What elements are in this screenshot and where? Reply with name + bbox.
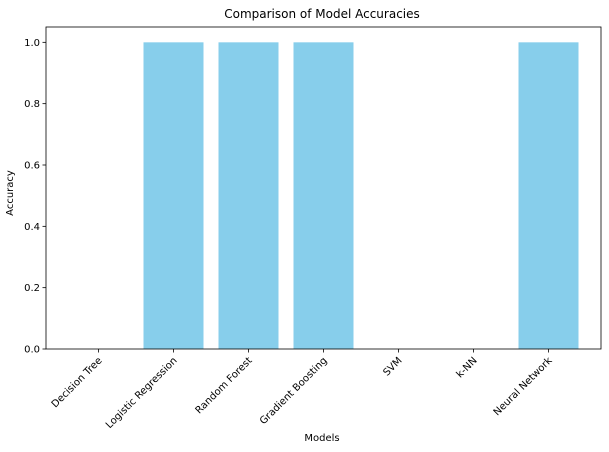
x-tick-label: k-NN bbox=[455, 355, 480, 380]
x-tick-label: Neural Network bbox=[492, 355, 555, 418]
x-axis-label: Models bbox=[304, 433, 339, 444]
bar bbox=[518, 42, 579, 349]
y-tick-label: 0.0 bbox=[24, 345, 40, 356]
chart-title: Comparison of Model Accuracies bbox=[224, 7, 420, 21]
bar bbox=[218, 42, 279, 349]
y-tick-label: 0.6 bbox=[24, 161, 40, 172]
y-tick-label: 1.0 bbox=[24, 38, 40, 49]
y-tick-label: 0.2 bbox=[24, 283, 40, 294]
x-tick-label: Logistic Regression bbox=[104, 355, 180, 431]
bar bbox=[143, 42, 204, 349]
bar bbox=[293, 42, 354, 349]
x-tick-label: Decision Tree bbox=[50, 355, 105, 410]
y-tick-label: 0.8 bbox=[24, 99, 40, 110]
y-tick-label: 0.4 bbox=[24, 222, 40, 233]
plot-area: 0.0 0.2 0.4 0.6 0.8 1.0 Decision Tree Logistic … bbox=[24, 26, 602, 431]
x-tick-label: SVM bbox=[381, 355, 404, 378]
y-axis-label: Accuracy bbox=[5, 170, 16, 216]
x-tick-label: Random Forest bbox=[194, 355, 255, 416]
x-tick-label: Gradient Boosting bbox=[258, 355, 330, 427]
